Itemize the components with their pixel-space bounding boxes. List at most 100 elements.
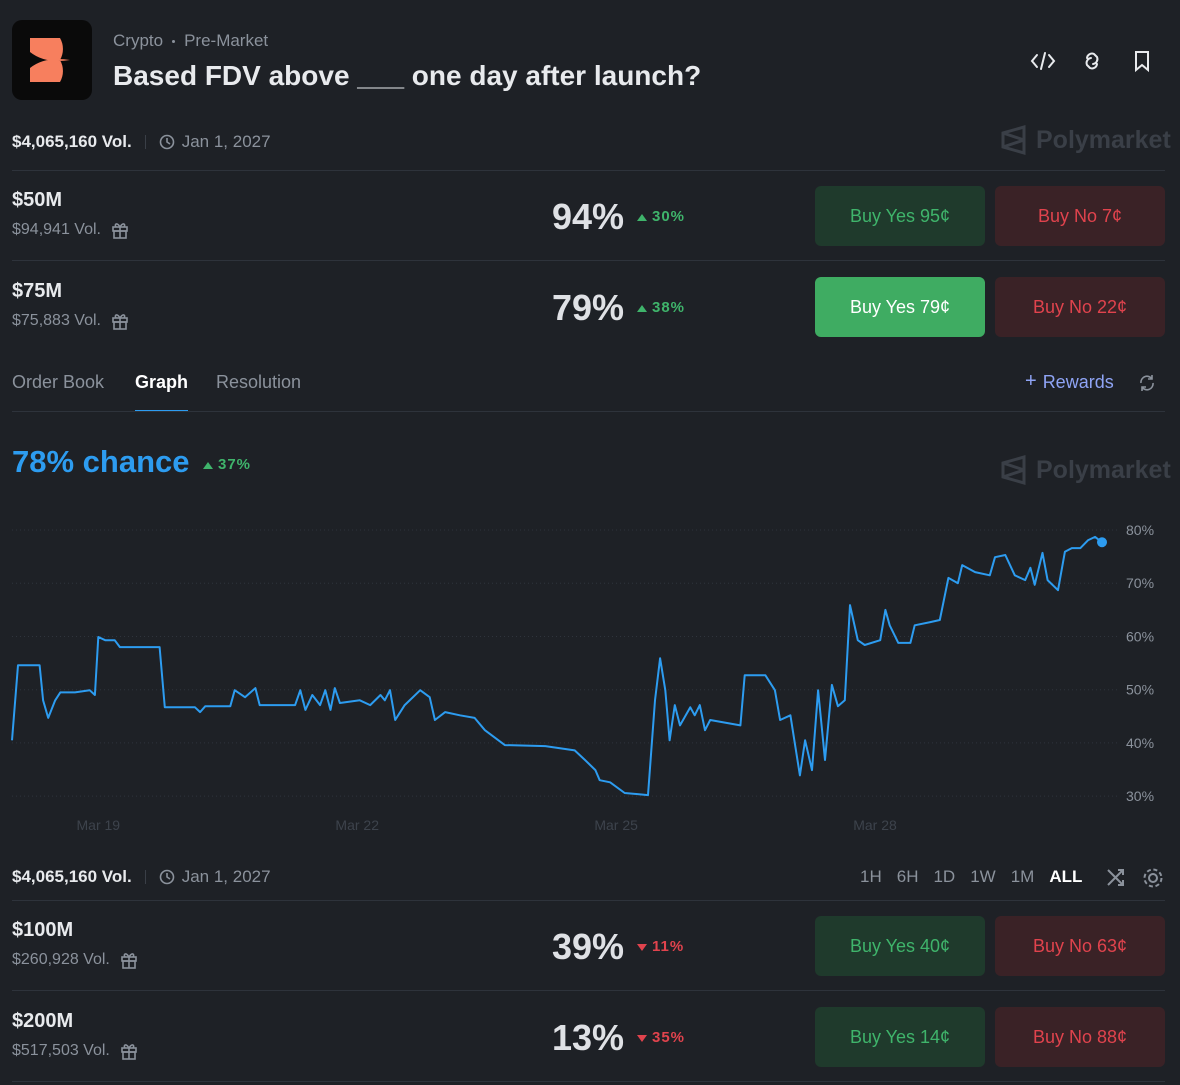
category[interactable]: Crypto <box>113 31 164 50</box>
y-tick-label: 30% <box>1126 788 1154 804</box>
chance-change: 35% <box>637 1029 685 1046</box>
change-value: 35% <box>652 1029 686 1046</box>
header-icons <box>1030 51 1149 73</box>
market-name[interactable]: $200M <box>12 1010 74 1032</box>
price-line <box>11 535 1103 797</box>
change-arrow <box>637 304 647 312</box>
market-title: Based FDV above ___ one day after launch… <box>113 60 702 91</box>
separator <box>144 870 146 884</box>
x-tick-label: Mar 22 <box>335 817 379 833</box>
volume: $517,503 Vol. <box>12 1042 110 1059</box>
change-arrow <box>203 461 213 469</box>
buy-no-button[interactable]: Buy No 88¢ <box>995 1007 1165 1067</box>
range-selector: 1H 6H 1D 1W 1M ALL <box>860 867 1082 887</box>
rewards-link[interactable]: + Rewards <box>1025 371 1114 393</box>
volume: $260,928 Vol. <box>12 951 110 968</box>
subcategory[interactable]: Pre-Market <box>184 31 269 50</box>
brand-name: Polymarket <box>1036 125 1171 154</box>
headline-change: 37% <box>203 456 251 473</box>
rewards-label: Rewards <box>1042 372 1114 392</box>
market-name[interactable]: $75M <box>12 280 63 302</box>
summary: $4,065,160 Vol. Jan 1, 2027 <box>12 132 271 152</box>
buy-no-button[interactable]: Buy No 22¢ <box>995 277 1165 337</box>
watermark: Polymarket <box>1000 455 1171 485</box>
chance: 79% <box>551 287 624 328</box>
market-row: $100M $260,928 Vol. 39% 11% Buy Yes 40¢ Buy N… <box>0 900 1180 991</box>
change-arrow <box>637 213 647 221</box>
gift-icon[interactable] <box>111 221 129 239</box>
refresh-icon[interactable] <box>1138 374 1156 392</box>
divider <box>12 1081 1165 1082</box>
change-arrow <box>637 1034 647 1042</box>
shuffle-icon[interactable] <box>1107 869 1124 886</box>
logo-mark <box>30 38 70 82</box>
volume: $75,883 Vol. <box>12 312 101 329</box>
chance-change: 11% <box>637 938 684 955</box>
link-icon[interactable] <box>1085 52 1099 70</box>
y-tick-label: 40% <box>1126 735 1154 751</box>
range-button[interactable]: 1H <box>860 867 882 886</box>
change-value: 11% <box>652 938 685 955</box>
chance: 13% <box>551 1017 624 1058</box>
range-button[interactable]: 6H <box>896 867 919 886</box>
brand-icon <box>1001 125 1026 155</box>
current-point <box>1097 537 1107 548</box>
x-tick-label: Mar 25 <box>594 817 638 833</box>
tab[interactable]: Order Book <box>12 372 105 392</box>
settings-icon[interactable] <box>1148 873 1158 883</box>
market-volume: $517,503 Vol. <box>12 1042 138 1060</box>
x-tick-label: Mar 19 <box>77 817 121 833</box>
divider <box>12 411 1165 412</box>
change-value: 38% <box>652 299 686 316</box>
y-tick-label: 50% <box>1126 682 1154 698</box>
chance: 94% <box>551 196 624 237</box>
range-button[interactable]: 1M <box>1010 867 1035 886</box>
market-name[interactable]: $100M <box>12 919 74 941</box>
y-tick-label: 70% <box>1126 575 1154 591</box>
buy-yes-button[interactable]: Buy Yes 79¢ <box>815 277 985 337</box>
market-row: $200M $517,503 Vol. 13% 35% Buy Yes 14¢ Buy N… <box>0 991 1180 1082</box>
buy-yes-button[interactable]: Buy Yes 95¢ <box>815 186 985 246</box>
market-volume: $260,928 Vol. <box>12 951 138 969</box>
gift-icon[interactable] <box>120 951 138 969</box>
gift-icon[interactable] <box>120 1042 138 1060</box>
bookmark-icon[interactable] <box>1135 51 1149 73</box>
chart: 30% 40% 50% 60% 70% 80% Mar 19 Mar 22 Mar 25 Mar … <box>11 522 1154 833</box>
separator <box>172 39 176 43</box>
range-button[interactable]: ALL <box>1049 867 1083 886</box>
change-value: 30% <box>652 208 686 225</box>
market-volume: $94,941 Vol. <box>12 221 129 239</box>
market-row: $75M $75,883 Vol. 79% 38% Buy Yes 79¢ Buy No … <box>0 261 1180 352</box>
range-button[interactable]: 1D <box>933 867 956 886</box>
x-tick-label: Mar 28 <box>853 817 897 833</box>
change-arrow <box>637 943 647 951</box>
tab[interactable]: Resolution <box>216 372 302 392</box>
tab[interactable]: Graph <box>135 372 189 412</box>
buy-yes-button[interactable]: Buy Yes 40¢ <box>815 916 985 976</box>
buy-yes-button[interactable]: Buy Yes 14¢ <box>815 1007 985 1067</box>
divider <box>12 990 1165 991</box>
volume: $4,065,160 Vol. <box>12 867 132 886</box>
embed-icon[interactable] <box>1030 52 1056 70</box>
volume: $94,941 Vol. <box>12 221 101 238</box>
breadcrumb: Crypto Pre-Market <box>113 31 268 51</box>
brand-name: Polymarket <box>1036 455 1171 484</box>
change-value: 37% <box>218 456 252 473</box>
chance-change: 30% <box>637 208 685 225</box>
market-row: $50M $94,941 Vol. 94% 30% Buy Yes 95¢ Buy No … <box>0 170 1180 261</box>
gift-icon[interactable] <box>111 312 129 330</box>
buy-no-button[interactable]: Buy No 7¢ <box>995 186 1165 246</box>
market-name[interactable]: $50M <box>12 189 63 211</box>
clock-icon <box>159 869 175 885</box>
buy-no-button[interactable]: Buy No 63¢ <box>995 916 1165 976</box>
volume: $4,065,160 Vol. <box>12 132 132 151</box>
y-tick-label: 80% <box>1126 522 1154 538</box>
y-tick-label: 60% <box>1126 628 1154 644</box>
brand-icon <box>1001 455 1026 485</box>
range-button[interactable]: 1W <box>970 867 996 886</box>
headline: 78% chance <box>12 444 190 479</box>
watermark: Polymarket <box>1000 125 1171 155</box>
end-date: Jan 1, 2027 <box>181 867 271 886</box>
chance-change: 38% <box>637 299 685 316</box>
